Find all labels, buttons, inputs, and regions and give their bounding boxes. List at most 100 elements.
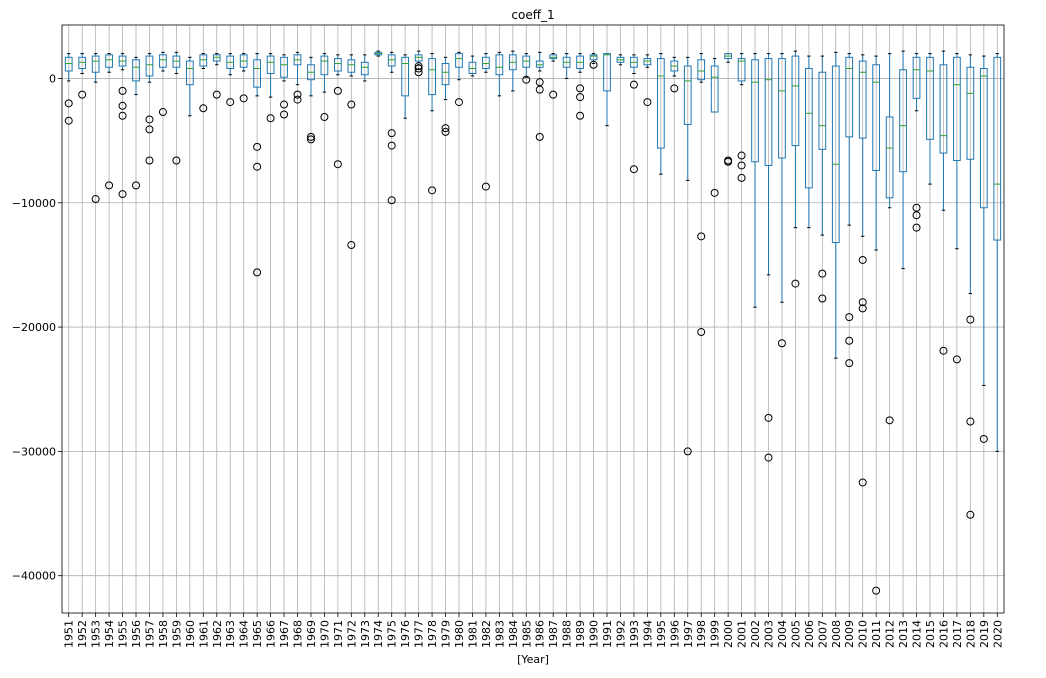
y-tick-label: −10000 [12, 197, 56, 210]
outlier-point [777, 339, 786, 348]
outlier-point [858, 298, 867, 307]
x-tick-label: 2000 [722, 620, 735, 648]
x-tick-label: 1977 [413, 620, 426, 648]
box-1959 [172, 51, 181, 165]
outlier-point [629, 80, 638, 89]
iqr-box [683, 65, 692, 125]
x-tick-label: 1990 [588, 620, 601, 648]
iqr-box [899, 69, 907, 173]
box-1970 [320, 53, 329, 121]
iqr-box [764, 58, 773, 166]
iqr-box [549, 54, 558, 60]
outlier-point [858, 255, 867, 264]
outlier-point [979, 434, 988, 443]
iqr-box [912, 56, 921, 99]
x-tick-label: 1971 [332, 620, 345, 648]
box-1977 [414, 50, 423, 77]
outlier-point [387, 141, 396, 150]
box-2005 [791, 50, 800, 288]
iqr-box [414, 54, 423, 62]
x-tick-label: 1964 [238, 620, 251, 648]
outlier-point [912, 223, 921, 232]
box-1968 [293, 51, 302, 104]
iqr-box [159, 54, 167, 68]
x-tick-label: 1987 [547, 620, 560, 648]
iqr-box [737, 58, 746, 82]
x-tick-label: 2010 [857, 620, 870, 648]
iqr-box [199, 54, 208, 67]
outlier-point [845, 313, 854, 322]
outlier-point [710, 188, 719, 197]
y-tick-label: 0 [49, 72, 56, 85]
outlier-point [576, 93, 585, 102]
outlier-point [589, 60, 598, 69]
box-1969 [306, 56, 315, 144]
iqr-box [347, 59, 356, 73]
y-tick-label: −40000 [12, 570, 56, 583]
outlier-point [966, 510, 975, 519]
x-tick-label: 1980 [453, 620, 466, 648]
x-tick-label: 2001 [736, 620, 749, 648]
iqr-box [387, 54, 396, 67]
iqr-box [253, 59, 261, 88]
box-2014 [912, 53, 921, 232]
outlier-point [105, 181, 114, 190]
outlier-point [78, 90, 87, 99]
outlier-point [791, 279, 800, 288]
x-tick-label: 1981 [466, 620, 479, 648]
outlier-point [858, 304, 867, 313]
outlier-point [737, 161, 746, 170]
outlier-point [643, 98, 652, 107]
iqr-box [643, 58, 652, 66]
outlier-point [158, 108, 167, 117]
iqr-box [212, 54, 221, 62]
box-1976 [401, 54, 410, 119]
x-tick-label: 1976 [399, 620, 412, 648]
outlier-point [145, 125, 154, 134]
outlier-point [414, 64, 423, 73]
x-tick-label: 2009 [843, 620, 856, 648]
x-tick-label: 2008 [830, 620, 843, 648]
outlier-point [481, 182, 490, 191]
x-tick-label: 1952 [76, 620, 89, 648]
iqr-box [482, 56, 490, 70]
outlier-point [414, 62, 423, 71]
box-1996 [670, 56, 679, 93]
box-1972 [347, 54, 356, 250]
x-tick-label: 1991 [601, 620, 614, 648]
box-2018 [966, 54, 975, 519]
outlier-point [576, 84, 585, 93]
x-tick-label: 2006 [803, 620, 816, 648]
outlier-point [818, 269, 827, 278]
box-2019 [979, 55, 988, 443]
outlier-point [293, 90, 302, 99]
outlier-point [387, 129, 396, 138]
iqr-box [428, 58, 436, 96]
box-2013 [899, 50, 907, 270]
outlier-point [280, 100, 289, 109]
iqr-box [535, 60, 544, 68]
x-tick-label: 2011 [870, 620, 883, 648]
box-1956 [132, 56, 141, 190]
iqr-box [280, 56, 288, 78]
iqr-box [603, 53, 611, 92]
box-1988 [562, 53, 571, 79]
outlier-point [522, 75, 531, 84]
outlier-point [912, 211, 921, 220]
box-1961 [199, 53, 208, 113]
outlier-point [697, 328, 706, 337]
box-2012 [885, 53, 894, 425]
outlier-point [293, 95, 302, 104]
outlier-point [441, 127, 450, 136]
x-tick-label: 1975 [386, 620, 399, 648]
outlier-point [387, 196, 396, 205]
outlier-point [239, 94, 248, 103]
x-tick-label: 1984 [507, 620, 520, 648]
iqr-box [401, 56, 410, 97]
x-tick-label: 1982 [480, 620, 493, 648]
chart-title: coeff_1 [511, 8, 554, 22]
outlier-point [333, 160, 342, 169]
iqr-box [91, 55, 100, 73]
outlier-point [118, 86, 127, 95]
x-tick-label: 1989 [574, 620, 587, 648]
